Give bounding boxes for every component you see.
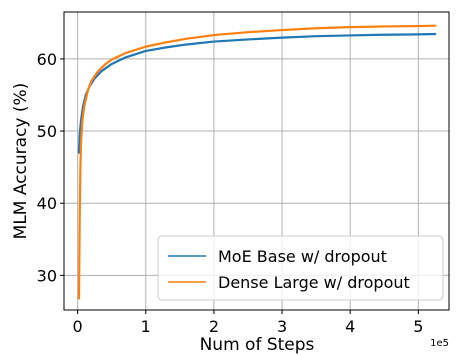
x-axis-offset-label: 1e5 (430, 338, 449, 349)
legend-label-moe: MoE Base w/ dropout (218, 247, 387, 266)
plot-frame (63, 11, 450, 311)
x-tick-label: 0 (73, 317, 83, 336)
legend: MoE Base w/ dropout Dense Large w/ dropo… (157, 235, 444, 301)
y-axis-label: MLM Accuracy (%) (11, 83, 31, 240)
legend-box (157, 235, 444, 301)
x-tick-label: 4 (345, 317, 355, 336)
y-tick-label: 30 (37, 266, 57, 285)
series-lines (77, 24, 437, 300)
x-ticks: 0 1 2 3 4 5 (73, 310, 423, 336)
x-tick-label: 5 (413, 317, 423, 336)
y-tick-label: 60 (37, 50, 57, 69)
y-ticks: 30 40 50 60 (37, 50, 64, 285)
x-axis-label: Num of Steps (200, 335, 315, 355)
x-tick-label: 3 (277, 317, 287, 336)
x-tick-label: 2 (209, 317, 219, 336)
series-line-0 (77, 32, 437, 154)
x-tick-label: 1 (141, 317, 151, 336)
y-tick-label: 40 (37, 194, 57, 213)
y-tick-label: 50 (37, 122, 57, 141)
series-line-1 (77, 24, 437, 300)
legend-label-dense: Dense Large w/ dropout (218, 273, 410, 292)
